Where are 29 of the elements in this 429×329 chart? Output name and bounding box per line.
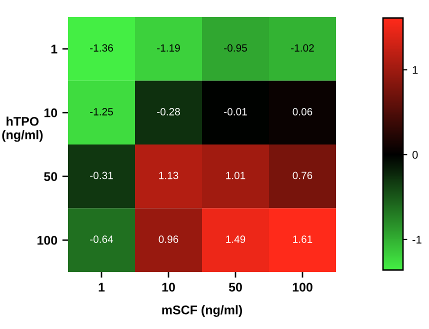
x-tick-label: 100: [292, 282, 312, 292]
data-label: -1.25: [90, 108, 113, 116]
data-label: -1.36: [90, 44, 113, 52]
data-label: 1.49: [226, 236, 246, 243]
data-label: 1.01: [226, 172, 246, 180]
data-label: 0.96: [158, 236, 178, 243]
data-label: -1.02: [291, 44, 314, 52]
y-tick-label: 50: [44, 172, 58, 182]
color-bar-label: -1: [412, 236, 422, 244]
data-label: -0.64: [90, 236, 114, 243]
data-label: 1.13: [159, 172, 178, 180]
color-bar-label: 1: [412, 66, 418, 74]
y-tick-label: 10: [44, 108, 58, 118]
x-tick-label: 10: [162, 282, 175, 292]
data-label: -1.19: [157, 44, 180, 52]
y-tick-label: 100: [38, 236, 58, 245]
y-axis-title: hTPO (ng/ml): [2, 116, 43, 142]
data-label: -0.01: [224, 108, 247, 116]
data-label: -0.31: [90, 172, 113, 180]
color-bar-label: 0: [412, 150, 418, 159]
x-tick-label: 50: [228, 282, 242, 292]
data-label: 0.76: [292, 172, 312, 180]
data-label: -0.28: [157, 108, 180, 116]
x-axis-title: mSCF (ng/ml): [162, 305, 242, 317]
data-label: 0.06: [292, 108, 312, 116]
data-label: -0.95: [224, 44, 247, 52]
y-tick-label: 1: [51, 44, 58, 54]
x-tick-label: 1: [98, 282, 105, 292]
data-label: 1.61: [293, 236, 312, 243]
